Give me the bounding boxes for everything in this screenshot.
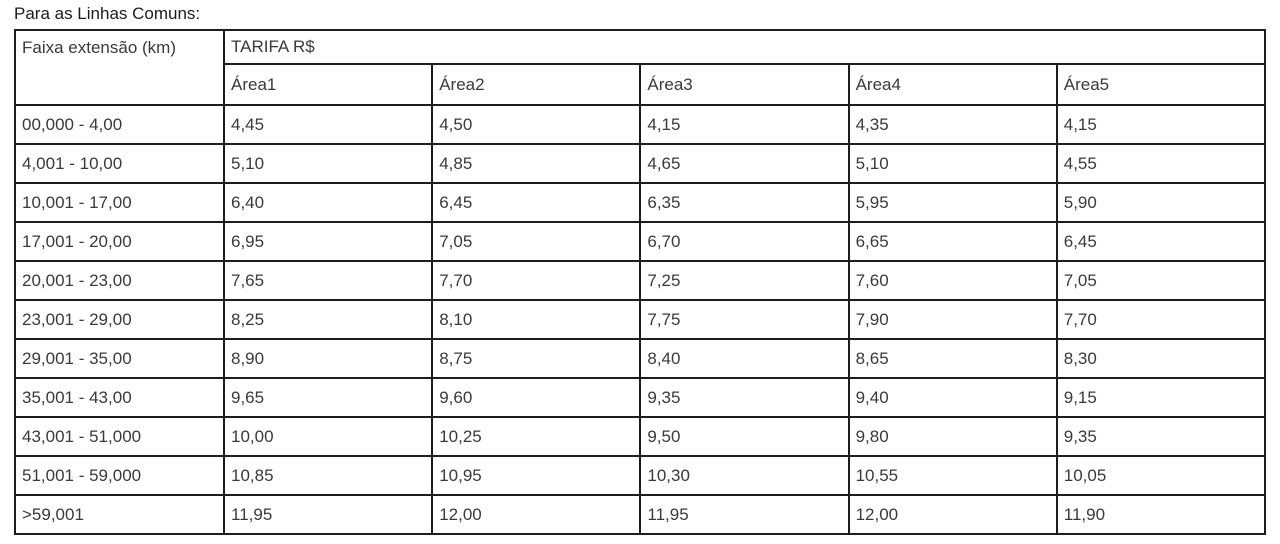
range-cell: 00,000 - 4,00 (14, 104, 225, 145)
table-row: 43,001 - 51,000 10,00 10,25 9,50 9,80 9,… (14, 416, 1267, 457)
tariff-cell: 9,60 (431, 377, 642, 418)
table-row: 00,000 - 4,00 4,45 4,50 4,15 4,35 4,15 (14, 104, 1267, 145)
tariff-cell: 6,35 (639, 182, 850, 223)
table-row: 10,001 - 17,00 6,40 6,45 6,35 5,95 5,90 (14, 182, 1267, 223)
tariff-cell: 6,70 (639, 221, 850, 262)
tariff-cell: 8,40 (639, 338, 850, 379)
tariff-cell: 8,65 (847, 338, 1058, 379)
tariff-cell: 10,95 (431, 455, 642, 496)
tariff-cell: 8,25 (222, 299, 434, 340)
table-row: 17,001 - 20,00 6,95 7,05 6,70 6,65 6,45 (14, 221, 1267, 262)
tariff-cell: 6,40 (222, 182, 434, 223)
table-header-areas-row: Área1 Área2 Área3 Área4 Área5 (15, 63, 1267, 106)
tariff-cell: 4,15 (639, 104, 850, 145)
table-row: 29,001 - 35,00 8,90 8,75 8,40 8,65 8,30 (14, 338, 1267, 379)
tariff-cell: 12,00 (847, 494, 1058, 535)
tariff-cell: 5,95 (847, 182, 1058, 223)
tariff-cell: 10,05 (1055, 455, 1267, 496)
tariff-cell: 6,45 (1055, 221, 1267, 262)
range-cell: >59,001 (14, 494, 225, 535)
table-row: >59,001 11,95 12,00 11,95 12,00 11,90 (14, 494, 1267, 535)
tariff-cell: 10,85 (222, 455, 434, 496)
table-row: 4,001 - 10,00 5,10 4,85 4,65 5,10 4,55 (14, 143, 1267, 184)
tariff-cell: 7,05 (431, 221, 642, 262)
tariff-cell: 11,95 (639, 494, 850, 535)
table-row: 51,001 - 59,000 10,85 10,95 10,30 10,55 … (14, 455, 1267, 496)
column-header-area1: Área1 (222, 63, 434, 106)
range-cell: 29,001 - 35,00 (14, 338, 225, 379)
tariff-cell: 10,00 (222, 416, 434, 457)
range-cell: 17,001 - 20,00 (14, 221, 225, 262)
tariff-cell: 5,90 (1055, 182, 1267, 223)
tariff-cell: 4,55 (1055, 143, 1267, 184)
column-header-area5: Área5 (1055, 63, 1267, 106)
tariff-cell: 4,50 (431, 104, 642, 145)
tariff-cell: 9,15 (1055, 377, 1267, 418)
tariff-cell: 6,65 (847, 221, 1058, 262)
tariff-cell: 9,50 (639, 416, 850, 457)
range-cell: 10,001 - 17,00 (14, 182, 225, 223)
tariff-cell: 10,30 (639, 455, 850, 496)
tariff-cell: 4,85 (431, 143, 642, 184)
column-header-area3: Área3 (639, 63, 850, 106)
tariff-cell: 11,95 (222, 494, 434, 535)
tariff-cell: 6,45 (431, 182, 642, 223)
page-title: Para as Linhas Comuns: (14, 4, 201, 23)
tariff-cell: 9,80 (847, 416, 1058, 457)
tariff-cell: 8,10 (431, 299, 642, 340)
tariff-cell: 8,75 (431, 338, 642, 379)
table-row: 23,001 - 29,00 8,25 8,10 7,75 7,90 7,70 (14, 299, 1267, 340)
tariff-cell: 4,15 (1055, 104, 1267, 145)
tariff-cell: 7,65 (222, 260, 434, 301)
tariff-cell: 7,70 (1055, 299, 1267, 340)
tariff-cell: 7,25 (639, 260, 850, 301)
tariff-cell: 5,10 (847, 143, 1058, 184)
tariff-cell: 10,25 (431, 416, 642, 457)
tariff-cell: 9,35 (1055, 416, 1267, 457)
tariff-cell: 7,60 (847, 260, 1058, 301)
tariff-cell: 9,65 (222, 377, 434, 418)
tariff-table: Faixa extensão (km) TARIFA R$ Área1 Área… (14, 29, 1267, 535)
tariff-cell: 9,40 (847, 377, 1058, 418)
table-row: 35,001 - 43,00 9,65 9,60 9,35 9,40 9,15 (14, 377, 1267, 418)
column-header-area4: Área4 (847, 63, 1058, 106)
tariff-cell: 7,90 (847, 299, 1058, 340)
range-cell: 23,001 - 29,00 (14, 299, 225, 340)
range-cell: 4,001 - 10,00 (14, 143, 225, 184)
column-header-tarifa: TARIFA R$ (223, 29, 1266, 65)
tariff-cell: 7,70 (431, 260, 642, 301)
tariff-cell: 4,65 (639, 143, 850, 184)
tariff-cell: 8,90 (222, 338, 434, 379)
tariff-cell: 10,55 (847, 455, 1058, 496)
tariff-cell: 5,10 (222, 143, 434, 184)
range-cell: 35,001 - 43,00 (14, 377, 225, 418)
tariff-cell: 11,90 (1055, 494, 1267, 535)
tariff-cell: 12,00 (431, 494, 642, 535)
range-cell: 51,001 - 59,000 (14, 455, 225, 496)
tariff-cell: 6,95 (222, 221, 434, 262)
tariff-cell: 8,30 (1055, 338, 1267, 379)
range-cell: 20,001 - 23,00 (14, 260, 225, 301)
column-header-area2: Área2 (431, 63, 642, 106)
table-row: 20,001 - 23,00 7,65 7,70 7,25 7,60 7,05 (14, 260, 1267, 301)
tariff-cell: 7,75 (639, 299, 850, 340)
tariff-cell: 4,35 (847, 104, 1058, 145)
range-cell: 43,001 - 51,000 (14, 416, 225, 457)
tariff-cell: 9,35 (639, 377, 850, 418)
column-header-faixa-extensao: Faixa extensão (km) (14, 29, 225, 106)
table-header-group-row: Faixa extensão (km) TARIFA R$ (14, 29, 1266, 106)
tariff-cell: 4,45 (222, 104, 434, 145)
tariff-cell: 7,05 (1055, 260, 1267, 301)
